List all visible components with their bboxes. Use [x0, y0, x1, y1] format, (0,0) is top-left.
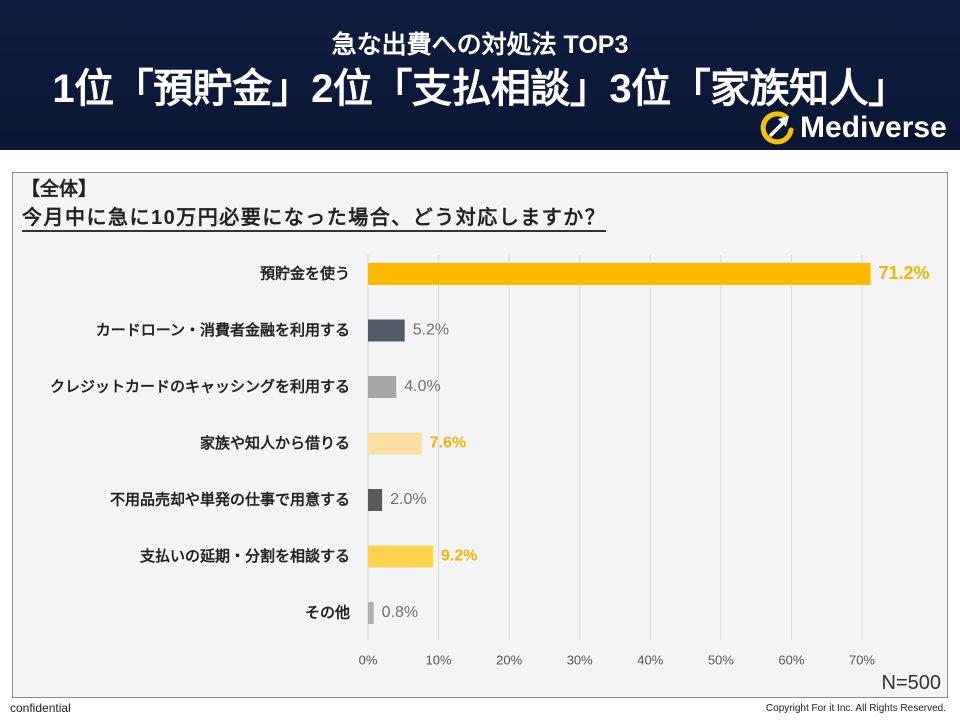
data-label: 4.0%	[404, 378, 440, 395]
x-tick-label: 30%	[567, 652, 593, 667]
data-label: 9.2%	[441, 548, 477, 565]
bar	[368, 376, 397, 398]
chart-title: 今月中に急に10万円必要になった場合、どう対応しますか？	[22, 206, 607, 232]
x-tick-label: 60%	[778, 652, 804, 667]
data-label: 2.0%	[390, 491, 426, 508]
data-label: 71.2%	[878, 263, 929, 283]
x-tick-label: 70%	[849, 652, 875, 667]
x-tick-label: 10%	[426, 652, 452, 667]
x-tick-label: 0%	[359, 652, 378, 667]
chart-panel: 0% 10% 20% 30% 40% 50% 60% 70% 預貯金を使う 71.2% カードローン…	[12, 172, 948, 698]
logo-wordmark: Mediverse	[800, 111, 947, 144]
header-banner: 急な出費への対処法 TOP3 1位「預貯金」2位「支払相談」3位「家族知人」 M…	[0, 0, 960, 150]
x-tick-label: 50%	[708, 652, 734, 667]
mediverse-logo-icon	[760, 111, 794, 145]
category-label: 家族や知人から借りる	[200, 434, 350, 452]
bar	[368, 432, 422, 455]
brand-logo: Mediverse	[760, 110, 947, 146]
bar-chart: 0% 10% 20% 30% 40% 50% 60% 70% 預貯金を使う 71.2% カードローン…	[50, 255, 930, 667]
x-tick-label: 40%	[637, 652, 663, 667]
category-label: 支払いの延期・分割を相談する	[139, 547, 350, 565]
bar	[368, 319, 405, 342]
confidential-label: confidential	[10, 701, 71, 715]
data-label: 7.6%	[430, 435, 466, 452]
slide-headline: 1位「預貯金」2位「支払相談」3位「家族知人」	[52, 67, 908, 111]
data-label: 5.2%	[413, 322, 449, 339]
data-label: 0.8%	[382, 604, 418, 621]
sample-size-note: N=500	[881, 672, 942, 694]
category-label: クレジットカードのキャッシングを利用する	[50, 378, 350, 396]
category-label: その他	[305, 604, 350, 622]
bar	[368, 489, 383, 511]
bar	[368, 602, 374, 624]
slide-subtitle: 急な出費への対処法 TOP3	[331, 31, 629, 59]
x-tick-label: 20%	[496, 652, 522, 667]
category-label: カードローン・消費者金融を利用する	[96, 321, 350, 339]
category-label: 預貯金を使う	[260, 265, 350, 283]
bar	[368, 545, 433, 568]
category-label: 不用品売却や単発の仕事で用意する	[110, 491, 350, 509]
copyright-notice: Copyright For it Inc. All Rights Reserve…	[765, 703, 946, 714]
respondent-group-label: 【全体】	[21, 179, 98, 200]
bar	[368, 263, 871, 285]
